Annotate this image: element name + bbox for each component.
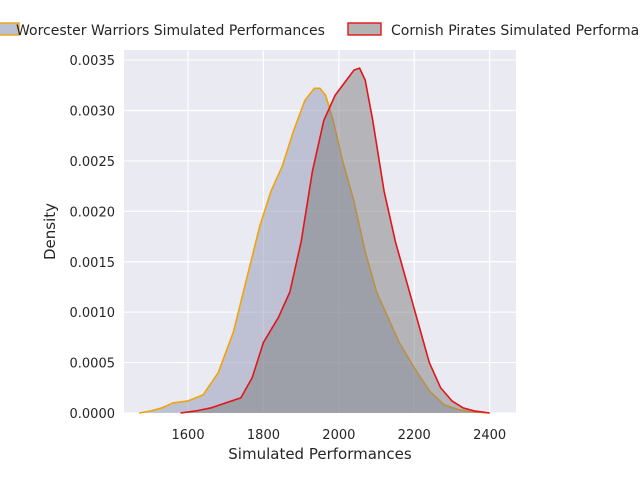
x-tick-label: 2200 (398, 428, 431, 443)
y-axis-label: Density (41, 203, 59, 260)
series-areas (138, 67, 490, 414)
y-tick-label: 0.0000 (70, 407, 116, 422)
x-tick-label: 1800 (247, 428, 280, 443)
legend-label-cornish: Cornish Pirates Simulated Performances (391, 23, 640, 39)
y-tick-label: 0.0015 (70, 256, 116, 271)
y-tick-label: 0.0035 (70, 54, 116, 69)
legend-swatch-worcester (0, 22, 20, 36)
y-tick-label: 0.0010 (70, 306, 116, 321)
x-axis-label: Simulated Performances (228, 445, 412, 463)
y-axis: 0.0000 0.0005 0.0010 0.0015 0.0020 0.0025 0.00… (70, 54, 116, 422)
y-tick-label: 0.0020 (70, 205, 116, 220)
legend: Worcester Warriors Simulated Performance… (0, 22, 640, 39)
y-tick-label: 0.0025 (70, 155, 116, 170)
x-tick-label: 1600 (172, 428, 205, 443)
y-tick-label: 0.0030 (70, 105, 116, 120)
y-tick-label: 0.0005 (70, 357, 116, 372)
x-axis: 1600 1800 2000 2200 2400 (172, 428, 507, 443)
legend-label-worcester: Worcester Warriors Simulated Performance… (16, 23, 325, 39)
legend-swatch-cornish (347, 22, 382, 36)
series-area-1 (180, 68, 490, 414)
series-line-1 (180, 67, 490, 414)
x-tick-label: 2400 (473, 428, 506, 443)
x-tick-label: 2000 (322, 428, 355, 443)
